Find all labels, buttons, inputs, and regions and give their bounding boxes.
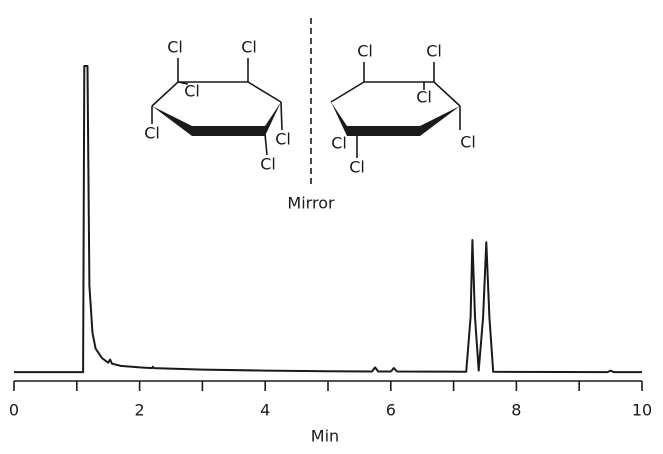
molecule-left: [151, 58, 283, 156]
wedge: [331, 102, 347, 136]
wedge: [265, 102, 281, 136]
x-tick-label: 10: [632, 401, 652, 420]
atom-label: Cl: [331, 134, 347, 153]
molecule-right: [330, 62, 461, 158]
x-tick-label: 8: [511, 401, 521, 420]
atom-label: Cl: [167, 38, 183, 57]
bond: [330, 81, 461, 107]
thick-bond: [347, 126, 420, 136]
atom-label: Cl: [260, 155, 276, 174]
atom-label: Cl: [349, 158, 365, 177]
atom-label: Cl: [275, 130, 291, 149]
x-tick-label: 0: [9, 401, 19, 420]
thick-bond: [192, 126, 265, 136]
atom-label: Cl: [426, 42, 442, 61]
wedge: [420, 106, 460, 136]
bond: [177, 81, 189, 85]
wedge: [152, 106, 192, 136]
atom-label: Cl: [416, 88, 432, 107]
trace: [14, 65, 642, 374]
atom-label: Cl: [184, 82, 200, 101]
atom-label: Cl: [144, 124, 160, 143]
atom-label: Cl: [241, 38, 257, 57]
mirror-label: Mirror: [287, 194, 335, 213]
bond: [280, 101, 283, 131]
x-axis-label: Min: [311, 427, 339, 446]
atom-label: Cl: [460, 133, 476, 152]
bond: [264, 133, 268, 156]
atom-label: Cl: [357, 42, 373, 61]
x-tick-label: 2: [135, 401, 145, 420]
bond: [151, 81, 282, 107]
x-tick-label: 6: [386, 401, 396, 420]
x-tick-label: 4: [260, 401, 270, 420]
